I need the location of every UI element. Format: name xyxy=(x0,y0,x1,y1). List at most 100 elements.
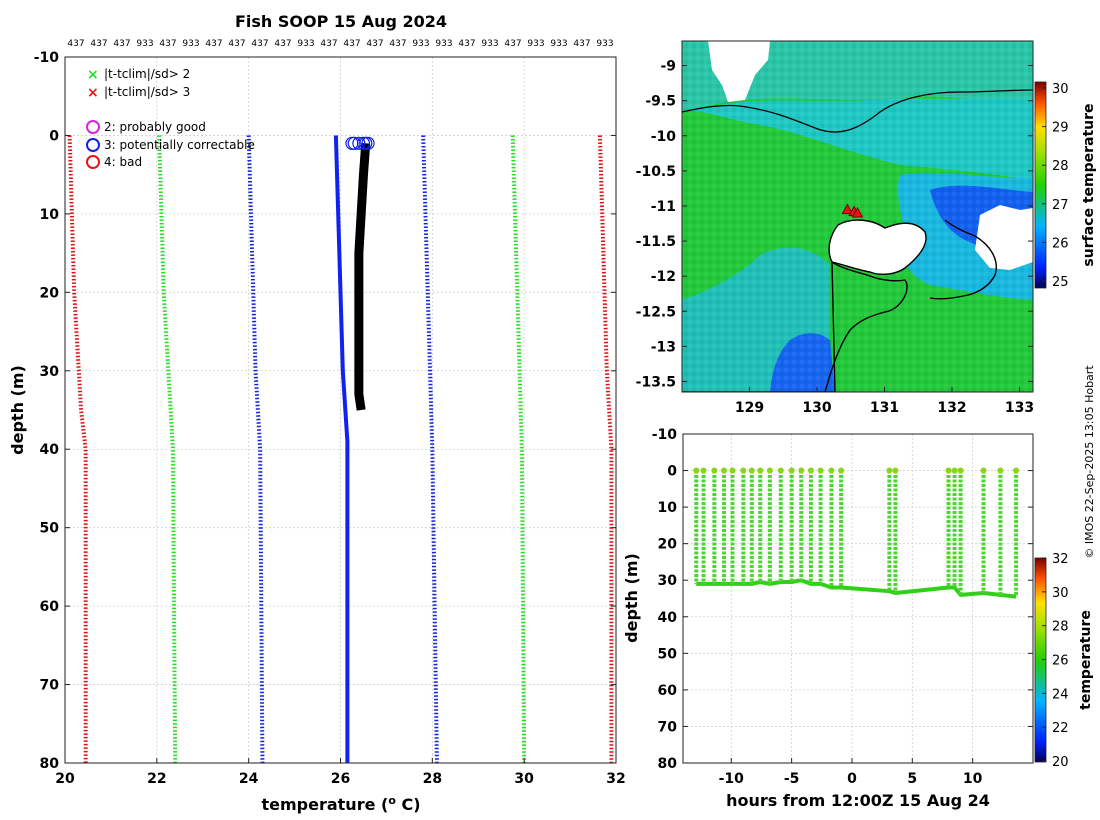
profile-series-line xyxy=(354,142,371,411)
circle-marker-icon xyxy=(86,120,100,134)
cast-surface-point xyxy=(766,467,773,474)
cast-id-label: 437 xyxy=(251,39,268,49)
temperature-colorbar-label: temperature xyxy=(1078,610,1094,710)
profile-series-line xyxy=(421,135,439,763)
cast-id-label: 437 xyxy=(274,39,291,49)
time-depth-panel: -10 -5 0 5 10 -10 0 10 20 30 40 50 60 70 80 hours from… xyxy=(622,427,1094,810)
circle-marker-icon xyxy=(86,138,100,152)
time-depth-grid xyxy=(683,434,1033,763)
y-tick-label: -13.5 xyxy=(636,374,676,390)
x-tick-label: -10 xyxy=(719,771,745,787)
colorbar-tick-label: 26 xyxy=(1052,654,1069,669)
profile-series-line xyxy=(333,135,350,763)
cast-surface-point xyxy=(951,467,958,474)
x-tick-label: 26 xyxy=(331,771,350,787)
qc-markers xyxy=(345,136,375,150)
y-tick-label: -9.5 xyxy=(645,94,676,110)
cast-id-label: 933 xyxy=(596,39,613,49)
colorbar-tick-label: 30 xyxy=(1052,82,1069,97)
y-tick-label: -9 xyxy=(660,59,676,75)
cast-surface-point xyxy=(740,467,747,474)
colorbar-tick-label: 30 xyxy=(1052,586,1069,601)
y-tick-label: 40 xyxy=(40,442,60,458)
time-depth-x-label: hours from 12:00Z 15 Aug 24 xyxy=(726,791,990,810)
cast-id-label: 933 xyxy=(182,39,199,49)
colorbar-tick-label: 28 xyxy=(1052,620,1069,635)
cast-id-label: 437 xyxy=(389,39,406,49)
legend-qc-3: 3: potentially correctable xyxy=(86,138,255,152)
cast-surface-point xyxy=(748,467,755,474)
cast-id-label: 933 xyxy=(412,39,429,49)
cast-surface-point xyxy=(997,467,1004,474)
temperature-colorbar-ticks: 20 22 24 26 28 30 32 xyxy=(1042,552,1069,770)
cast-surface-point xyxy=(757,467,764,474)
y-tick-label: -13 xyxy=(651,339,676,355)
cast-id-label: 437 xyxy=(343,39,360,49)
cast-id-label: 437 xyxy=(159,39,176,49)
y-tick-label: 70 xyxy=(40,678,60,694)
x-tick-label: 20 xyxy=(55,771,75,787)
cast-id-label: 437 xyxy=(504,39,521,49)
y-tick-label: -10 xyxy=(652,427,678,443)
x-tick-label: 131 xyxy=(870,400,899,416)
y-tick-label: 60 xyxy=(40,599,60,615)
x-tick-label: 130 xyxy=(802,400,831,416)
x-tick-label: -5 xyxy=(784,771,800,787)
profile-ticks: 20 22 24 26 28 30 32 -10 0 10 20 30 40 50 60 70 80 xyxy=(34,50,626,787)
station-markers xyxy=(841,203,864,218)
colorbar-tick-label: 32 xyxy=(1052,552,1069,567)
y-tick-label: 40 xyxy=(658,610,678,626)
x-label-superscript: o xyxy=(388,794,396,807)
y-tick-label: -11.5 xyxy=(636,234,676,250)
figure-title: Fish SOOP 15 Aug 2024 xyxy=(235,12,447,31)
colorbar-tick-label: 20 xyxy=(1052,755,1069,770)
cast-id-label: 437 xyxy=(67,39,84,49)
cast-id-label: 933 xyxy=(550,39,567,49)
cast-id-label: 437 xyxy=(90,39,107,49)
time-depth-ticks: -10 -5 0 5 10 -10 0 10 20 30 40 50 60 70 80 xyxy=(652,427,1033,787)
cast-id-label: 933 xyxy=(297,39,314,49)
x-tick-label: 22 xyxy=(147,771,166,787)
x-tick-label: 0 xyxy=(847,771,857,787)
legend: × |t-tclim|/sd> 2 × |t-tclim|/sd> 3 2: p… xyxy=(86,67,255,169)
x-tick-label: 32 xyxy=(606,771,625,787)
legend-label: 4: bad xyxy=(104,155,142,169)
cast-id-label: 933 xyxy=(527,39,544,49)
map-shelf-contour xyxy=(682,89,1033,133)
colorbar-tick-label: 28 xyxy=(1052,159,1069,174)
station-marker xyxy=(841,203,854,214)
cast-id-label: 933 xyxy=(435,39,452,49)
time-depth-plot-area xyxy=(683,434,1033,763)
cast-id-label: 437 xyxy=(458,39,475,49)
map-coastline-land xyxy=(975,205,1033,270)
y-tick-label: 30 xyxy=(658,573,678,589)
y-tick-label: 50 xyxy=(40,521,60,537)
y-tick-label: -10 xyxy=(34,50,60,66)
profile-series-line xyxy=(597,135,614,763)
y-tick-label: -10 xyxy=(651,129,677,145)
profile-series-line xyxy=(246,135,265,763)
station-marker xyxy=(851,206,864,218)
colorbar-tick-label: 25 xyxy=(1052,275,1069,290)
y-tick-label: 80 xyxy=(658,756,678,772)
legend-flag-3: × |t-tclim|/sd> 3 xyxy=(87,85,190,101)
x-tick-label: 129 xyxy=(735,400,764,416)
profile-series-line xyxy=(510,135,527,763)
legend-qc-4: 4: bad xyxy=(86,155,142,169)
y-tick-label: 10 xyxy=(658,500,678,516)
map-frame xyxy=(681,40,1034,393)
y-tick-label: 30 xyxy=(40,364,60,380)
profile-series-line xyxy=(67,135,88,763)
colorbar-tick-label: 29 xyxy=(1052,121,1069,136)
legend-label: 2: probably good xyxy=(104,120,206,134)
colorbar-tick-label: 27 xyxy=(1052,198,1069,213)
cast-id-label: 437 xyxy=(366,39,383,49)
map-ticks: 129 130 131 132 133 -9 -9.5 -10 -10.5 -11 -11.5 -12… xyxy=(636,59,1034,416)
colorbar-tick-label: 22 xyxy=(1052,721,1069,736)
cast-id-label: 437 xyxy=(573,39,590,49)
map-colorbar-ticks: 25 26 27 28 29 30 xyxy=(1042,82,1069,290)
legend-label: |t-tclim|/sd> 3 xyxy=(104,85,190,99)
cast-surface-point xyxy=(1013,467,1020,474)
y-tick-label: 80 xyxy=(40,756,60,772)
